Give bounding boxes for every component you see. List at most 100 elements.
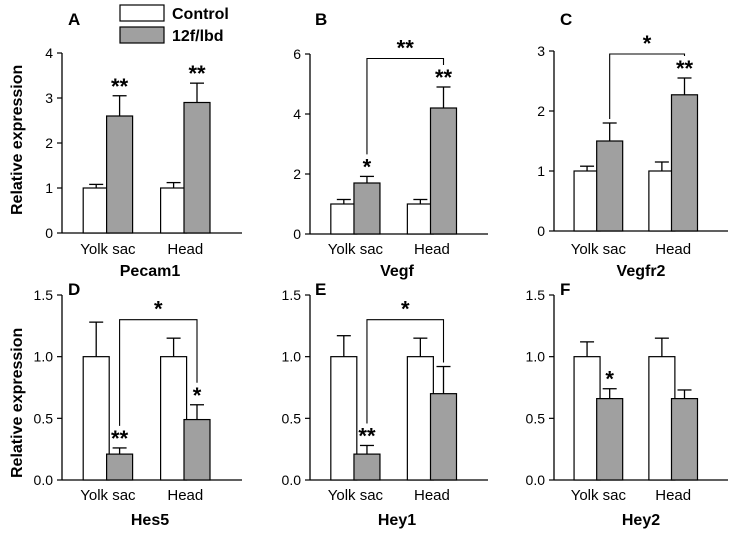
y-tick-label: 1.5 <box>282 287 302 303</box>
bar-treated-yolk-sac <box>105 115 134 234</box>
significance-mark: ** <box>111 426 129 451</box>
comparison-bracket <box>609 53 686 119</box>
y-tick-label: 0 <box>537 223 545 239</box>
x-category-label: Head <box>167 241 203 258</box>
bar-treated-yolk-sac <box>596 140 624 232</box>
y-tick-label: 1 <box>45 180 53 196</box>
panel-b: 0 2 4 6 * Yolk sac ** Head ** B Vegf <box>293 10 488 280</box>
y-tick-label: 1.0 <box>34 349 54 365</box>
bracket-significance-mark: * <box>154 297 163 322</box>
panel-letter: D <box>68 280 80 299</box>
y-tick-label: 0.5 <box>282 410 302 426</box>
bar-control-head <box>648 356 676 481</box>
y-tick-label: 0.0 <box>34 472 54 488</box>
panel-a: 0 1 2 3 4 ** Yolk sac ** Head A Pecam1 <box>45 10 242 280</box>
bar-treated-head <box>429 393 458 481</box>
bracket-significance-mark: ** <box>397 36 415 61</box>
bar-control-head <box>160 187 188 234</box>
significance-mark: * <box>605 367 614 392</box>
y-tick-label: 3 <box>45 90 53 106</box>
comparison-bracket <box>366 319 445 424</box>
panel-f: 0.0 0.5 1.0 1.5 * Yolk sac Head F Hey2 <box>526 280 728 529</box>
panel-letter: A <box>68 10 80 29</box>
bar-treated-yolk-sac <box>105 453 134 481</box>
bar-treated-head <box>429 107 458 235</box>
y-tick-label: 2 <box>537 103 545 119</box>
significance-mark: ** <box>676 56 694 81</box>
bar-treated-head <box>670 398 699 481</box>
y-tick-label: 4 <box>45 45 53 61</box>
y-tick-label: 1.5 <box>34 287 54 303</box>
x-category-label: Yolk sac <box>571 487 627 504</box>
x-category-label: Head <box>167 487 203 504</box>
bar-control-head <box>648 170 676 232</box>
y-tick-label: 1 <box>537 163 545 179</box>
bar-control-head <box>406 356 434 481</box>
significance-mark: * <box>363 154 372 179</box>
significance-mark: ** <box>358 423 376 448</box>
y-tick-label: 0 <box>45 225 53 241</box>
panel-letter: F <box>560 280 570 299</box>
x-category-label: Head <box>655 241 691 258</box>
legend-control-label: Control <box>172 6 229 23</box>
comparison-bracket <box>119 319 198 426</box>
y-axis-title-bottom: Relative expression <box>9 328 26 478</box>
significance-mark: ** <box>435 65 453 90</box>
x-category-label: Head <box>414 487 450 504</box>
x-category-label: Yolk sac <box>80 241 136 258</box>
gene-label: Hey1 <box>378 512 416 529</box>
panel-d: 0.0 0.5 1.0 1.5 ** Yolk sac * Head * D Hes5 <box>34 280 242 529</box>
y-tick-label: 2 <box>45 135 53 151</box>
bar-control-yolk-sac <box>82 356 110 481</box>
legend-treated-swatch <box>119 26 165 44</box>
y-tick-label: 1.0 <box>282 349 302 365</box>
x-category-label: Yolk sac <box>328 487 384 504</box>
bar-control-yolk-sac <box>330 203 358 235</box>
comparison-bracket <box>366 57 445 155</box>
y-tick-label: 0.5 <box>526 410 546 426</box>
bar-control-yolk-sac <box>82 187 110 234</box>
y-tick-label: 4 <box>293 106 301 122</box>
x-category-label: Yolk sac <box>328 241 384 258</box>
x-category-label: Head <box>655 487 691 504</box>
bar-treated-head <box>183 101 211 234</box>
y-tick-label: 1.0 <box>526 349 546 365</box>
gene-label: Pecam1 <box>120 263 181 280</box>
gene-label: Hes5 <box>131 512 169 529</box>
panel-letter: C <box>560 10 572 29</box>
y-tick-label: 3 <box>537 43 545 59</box>
gene-label: Vegfr2 <box>617 263 666 280</box>
x-category-label: Yolk sac <box>80 487 136 504</box>
bar-treated-yolk-sac <box>353 182 381 235</box>
panel-letter: B <box>315 10 327 29</box>
y-tick-label: 1.5 <box>526 287 546 303</box>
legend: Control 12f/lbd <box>119 4 229 45</box>
y-tick-label: 6 <box>293 46 301 62</box>
bar-treated-yolk-sac <box>353 453 381 481</box>
x-category-label: Head <box>414 241 450 258</box>
bar-control-yolk-sac <box>330 356 358 481</box>
gene-label: Hey2 <box>622 512 660 529</box>
bar-treated-head <box>670 94 699 232</box>
bar-treated-yolk-sac <box>596 398 624 481</box>
y-tick-label: 0.0 <box>282 472 302 488</box>
y-tick-label: 0.5 <box>34 410 54 426</box>
bar-control-head <box>160 356 188 481</box>
panel-letter: E <box>315 280 326 299</box>
y-axis-title-top: Relative expression <box>9 65 26 215</box>
significance-mark: ** <box>188 61 206 86</box>
legend-control-swatch <box>119 4 165 22</box>
bracket-significance-mark: * <box>401 297 410 322</box>
panel-c: 0 1 2 3 Yolk sac ** Head * C Vegfr2 <box>537 10 728 280</box>
bar-treated-head <box>183 418 211 481</box>
significance-mark: * <box>193 383 202 408</box>
gene-label: Vegf <box>380 263 414 280</box>
bar-control-yolk-sac <box>573 170 601 232</box>
significance-mark: ** <box>111 74 129 99</box>
legend-treated-label: 12f/lbd <box>172 28 224 45</box>
y-tick-label: 0.0 <box>526 472 546 488</box>
bar-control-head <box>406 203 434 235</box>
y-tick-label: 0 <box>293 226 301 242</box>
